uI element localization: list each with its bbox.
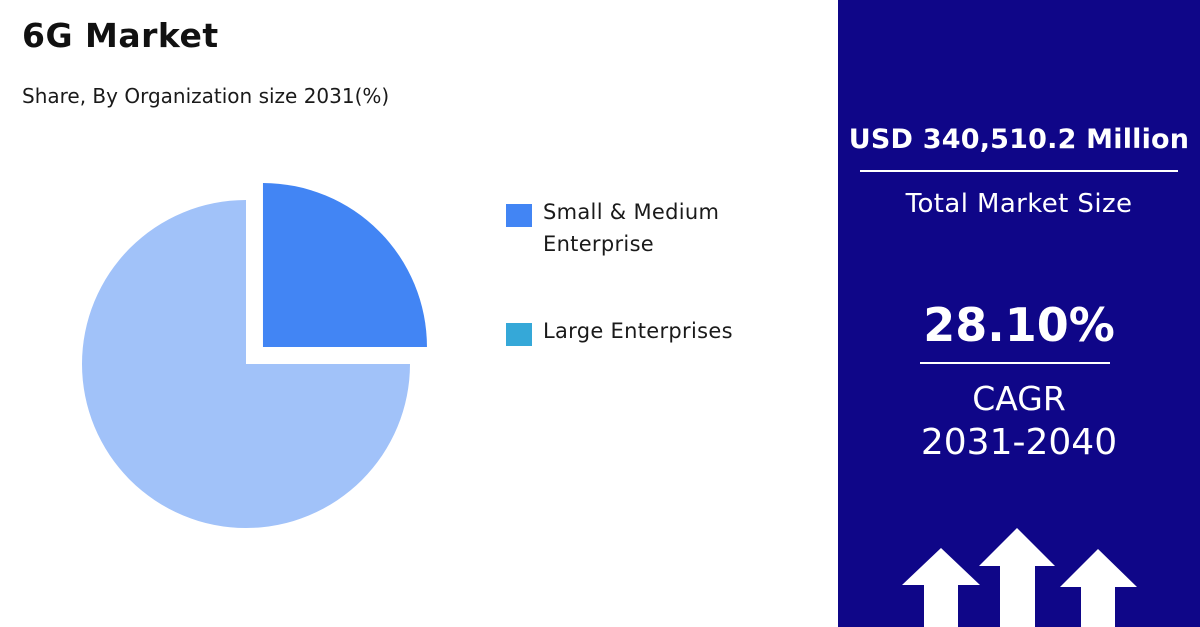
up-arrow-icon: [979, 528, 1055, 627]
pie-slice-small-medium-enterprise: [262, 183, 427, 348]
up-arrow-icon: [1060, 549, 1137, 627]
legend-swatch-small-medium: [506, 204, 532, 227]
cagr-label: CAGR: [972, 379, 1066, 418]
pie-slice-large-enterprises: [82, 200, 410, 528]
divider: [920, 362, 1110, 364]
up-arrow-icon: [902, 548, 980, 627]
legend-label-large: Large Enterprises: [543, 319, 733, 343]
legend-swatch-large: [506, 323, 532, 346]
divider: [860, 170, 1178, 172]
market-size-value: USD 340,510.2 Million: [848, 124, 1190, 155]
cagr-period: 2031-2040: [920, 422, 1118, 463]
cagr-value: 28.10%: [923, 298, 1115, 352]
stats-panel: USD 340,510.2 Million Total Market Size …: [838, 0, 1200, 627]
market-size-label: Total Market Size: [905, 189, 1133, 219]
legend-item-large: Large Enterprises: [506, 315, 773, 347]
growth-arrows: [902, 528, 1137, 627]
chart-title: 6G Market: [22, 16, 219, 55]
chart-subtitle: Share, By Organization size 2031(%): [22, 84, 390, 108]
legend-item-small-medium: Small & Medium Enterprise: [506, 196, 773, 260]
legend-label-small-medium: Small & Medium Enterprise: [543, 200, 720, 256]
pie-chart: [82, 183, 427, 528]
